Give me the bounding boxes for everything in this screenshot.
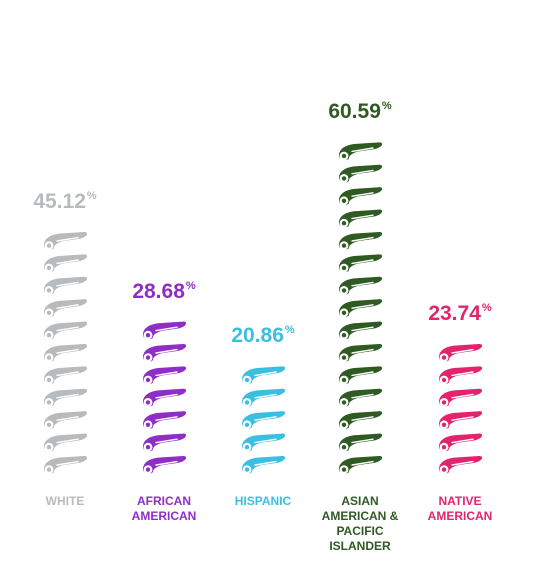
diploma-icon [142,410,187,430]
diploma-icon [241,432,286,453]
diploma-icon [338,141,383,162]
data-label-value: 28.68 [132,279,185,303]
data-label-unit: % [284,324,295,337]
diploma-icon [438,455,483,475]
diploma-icon [338,208,383,229]
diploma-icon [338,410,383,430]
category-label-line: PACIFIC [336,524,384,538]
category-label-line: ASIAN [341,494,379,508]
data-label: 60.59% [305,100,415,124]
category-label-line: AMERICAN [131,509,197,523]
category-label-line: AMERICAN [427,509,493,523]
diploma-icon [338,365,383,386]
bar-african-american [142,320,187,475]
diploma-icon [338,298,383,318]
data-label-value: 20.86 [231,324,284,348]
diploma-icon [338,164,383,184]
data-label-value: 23.74 [428,302,481,325]
diploma-icon [338,343,383,363]
diploma-icon [142,320,187,341]
diploma-icon [142,365,187,386]
diploma-icon [438,432,483,453]
diploma-icon [338,455,383,475]
diploma-icon [43,276,88,296]
diploma-icon [43,320,88,341]
diploma-icon [43,410,88,430]
diploma-icon [142,455,187,475]
bar-hispanic [241,365,286,475]
diploma-icon [142,432,187,453]
diploma-icon [43,455,88,475]
category-label: ASIAN AMERICAN & PACIFIC ISLANDER [305,494,415,554]
diploma-icon [241,365,286,386]
diploma-icon [142,343,187,363]
category-label-line: WHITE [45,494,85,508]
diploma-icon [241,410,286,430]
diploma-icon [241,455,286,475]
category-label: WHITE [10,494,120,509]
diploma-icon [43,231,88,251]
diploma-icon [43,388,88,408]
data-label-unit: % [185,279,196,292]
data-label: 20.86% [208,324,318,348]
diploma-icon [43,432,88,453]
category-label: HISPANIC [208,494,318,509]
bar-asian-american-pacific-islander [338,141,383,475]
diploma-icon [142,388,187,408]
diploma-icon [338,388,383,408]
data-label-value: 60.59 [328,100,381,124]
diploma-icon [338,276,383,296]
data-label-value: 45.12 [33,190,86,213]
diploma-icon [338,253,383,274]
diploma-icon [43,253,88,274]
category-label-line: HISPANIC [234,494,292,508]
data-label: 23.74% [405,302,515,326]
category-label: NATIVE AMERICAN [405,494,515,524]
diploma-icon [438,388,483,408]
diploma-icon [438,365,483,386]
diploma-icon [43,343,88,363]
diploma-icon [438,343,483,363]
data-label-unit: % [481,302,492,314]
category-label: AFRICAN AMERICAN [109,494,219,524]
bar-white [43,231,88,475]
data-label: 45.12% [10,190,120,214]
data-label: 28.68% [109,280,219,304]
category-label-line: NATIVE [438,494,482,508]
category-label-line: ISLANDER [329,539,391,553]
diploma-icon [338,432,383,453]
data-label-unit: % [381,100,392,113]
diploma-icon [338,320,383,341]
category-label-line: AFRICAN [137,494,191,508]
diploma-icon [43,298,88,318]
bar-native-american [438,343,483,475]
diploma-icon [338,231,383,251]
diploma-icon [43,365,88,386]
diploma-icon [438,410,483,430]
category-label-line: AMERICAN & [321,509,399,523]
diploma-icon [241,388,286,408]
data-label-unit: % [86,190,97,202]
diploma-icon [338,186,383,206]
